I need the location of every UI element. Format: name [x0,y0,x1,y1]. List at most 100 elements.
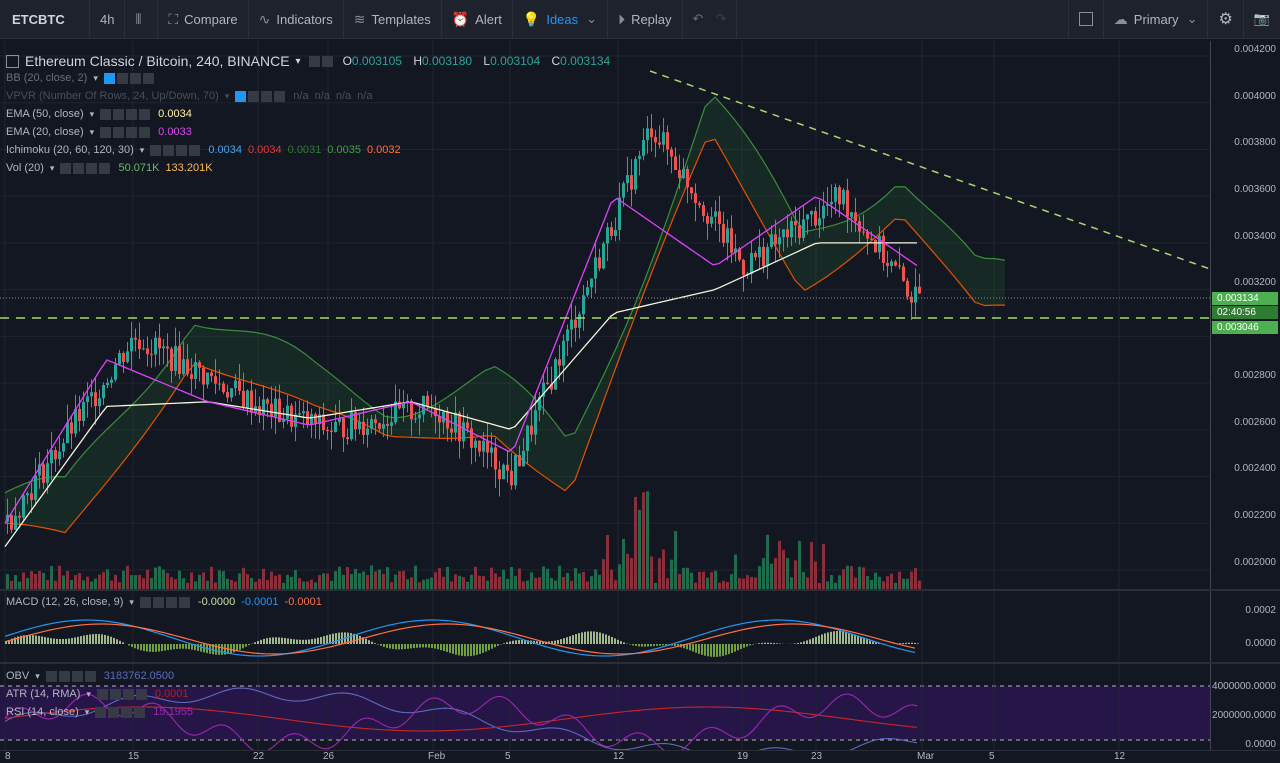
chevron-down-icon[interactable]: ▾ [139,144,145,155]
add-icon[interactable] [126,108,138,120]
legend-ema20[interactable]: EMA (20, close) ▾ 0.0033 [6,126,192,138]
chevron-down-icon[interactable]: ▾ [49,162,55,173]
chevron-down-icon[interactable]: ▾ [93,72,98,83]
eye-icon[interactable] [45,670,57,682]
undo-button[interactable]: ↶ ↷ [683,0,738,39]
indicator-name[interactable]: Vol (20) [6,162,44,174]
symbol-search[interactable]: ETCBTC [0,0,90,39]
macd-panel[interactable]: MACD (12, 26, close, 9) ▾ -0.0000 -0.000… [0,591,1280,662]
settings-icon[interactable] [116,72,128,84]
layout-button[interactable]: ☁ Primary ⌄ [1104,0,1209,39]
replay-button[interactable]: ⏵ Replay [608,0,683,39]
close-icon[interactable] [84,670,96,682]
settings-icon[interactable] [321,55,333,67]
eye-icon[interactable] [100,108,112,120]
add-icon[interactable] [71,670,83,682]
legend-macd[interactable]: MACD (12, 26, close, 9) ▾ -0.0000 -0.000… [6,596,322,608]
close-icon[interactable] [274,90,286,102]
oscillator-canvas[interactable] [0,664,1210,750]
add-icon[interactable] [129,72,141,84]
indicator-name[interactable]: VPVR (Number Of Rows, 24, Up/Down, 70) [6,90,219,102]
eye-icon[interactable] [60,162,72,174]
add-icon[interactable] [261,90,273,102]
add-icon[interactable] [122,688,134,700]
templates-button[interactable]: ≋ Templates [344,0,442,39]
eye-icon[interactable] [100,126,112,138]
oscillator-axis[interactable]: 4000000.0000 2000000.0000 0.0000 [1210,664,1280,750]
macd-canvas[interactable] [0,591,1210,662]
legend-ichimoku[interactable]: Ichimoku (20, 60, 120, 30) ▾ 0.0034 0.00… [6,144,401,156]
indicator-name[interactable]: Ichimoku (20, 60, 120, 30) [6,144,134,156]
snapshot-button[interactable]: 📷 [1244,0,1280,39]
close-icon[interactable] [99,162,111,174]
legend-bb[interactable]: BB (20, close, 2) ▾ [6,72,156,84]
add-icon[interactable] [86,162,98,174]
add-icon[interactable] [176,144,188,156]
eye-icon[interactable] [150,144,162,156]
indicator-name[interactable]: MACD (12, 26, close, 9) [6,596,124,608]
indicator-name[interactable]: EMA (50, close) [6,108,84,120]
indicator-name[interactable]: BB (20, close, 2) [6,72,88,84]
close-icon[interactable] [139,126,151,138]
legend-ema50[interactable]: EMA (50, close) ▾ 0.0034 [6,108,192,120]
indicators-button[interactable]: ∿ Indicators [249,0,344,39]
settings-icon[interactable] [113,108,125,120]
chevron-down-icon[interactable]: ▾ [89,126,95,137]
close-icon[interactable] [178,596,190,608]
chevron-down-icon[interactable]: ▾ [35,670,40,681]
close-icon[interactable] [142,72,154,84]
indicator-name[interactable]: OBV [6,670,30,682]
legend-volume[interactable]: Vol (20) ▾ 50.071K 133.201K [6,162,213,174]
oscillator-panel[interactable]: OBV ▾ 3183762.0500 ATR (14, RMA) ▾ 0.000… [0,664,1280,750]
settings-icon[interactable] [152,596,164,608]
settings-icon[interactable] [108,706,120,718]
interval-button[interactable]: 4h [90,0,126,39]
panel-divider[interactable] [0,662,1280,664]
price-chart-panel[interactable]: Ethereum Classic / Bitcoin, 240, BINANCE… [0,41,1280,589]
close-icon[interactable] [134,706,146,718]
alert-button[interactable]: ⏰ Alert [442,0,513,39]
close-icon[interactable] [135,688,147,700]
fullscreen-button[interactable] [1067,0,1104,39]
eye-icon[interactable] [235,90,247,102]
settings-icon[interactable] [163,144,175,156]
chevron-down-icon[interactable]: ▾ [224,90,230,101]
settings-icon[interactable] [73,162,85,174]
chevron-down-icon[interactable]: ▾ [86,688,91,699]
add-icon[interactable] [126,126,138,138]
legend-obv[interactable]: OBV ▾ 3183762.0500 [6,670,174,682]
chart-title[interactable]: Ethereum Classic / Bitcoin, 240, BINANCE [25,53,290,69]
settings-icon[interactable] [109,688,121,700]
eye-icon[interactable] [95,706,107,718]
eye-icon[interactable] [139,596,151,608]
indicator-name[interactable]: EMA (20, close) [6,126,84,138]
legend-atr[interactable]: ATR (14, RMA) ▾ 0.0001 [6,688,189,700]
settings-icon[interactable] [113,126,125,138]
panel-divider[interactable] [0,589,1280,591]
settings-button[interactable]: ⚙ [1208,0,1244,39]
close-icon[interactable] [139,108,151,120]
add-icon[interactable] [121,706,133,718]
collapse-icon[interactable] [6,54,19,68]
settings-icon[interactable] [58,670,70,682]
eye-icon[interactable] [103,72,115,84]
ideas-button[interactable]: 💡 Ideas ⌄ [513,0,609,39]
macd-axis[interactable]: 0.0002 0.0000 [1210,591,1280,662]
eye-icon[interactable] [308,55,320,67]
compare-button[interactable]: ⛶ Compare [158,0,249,39]
indicator-name[interactable]: ATR (14, RMA) [6,688,81,700]
chart-style-button[interactable]: ⫴ [125,0,159,39]
chevron-down-icon[interactable]: ▾ [129,596,134,607]
price-chart-canvas[interactable] [0,41,1210,589]
add-icon[interactable] [165,596,177,608]
legend-vpvr[interactable]: VPVR (Number Of Rows, 24, Up/Down, 70) ▾… [6,90,372,102]
indicator-name[interactable]: RSI (14, close) [6,706,79,718]
chevron-down-icon[interactable]: ▾ [84,706,90,717]
price-axis[interactable]: 0.004200 0.004000 0.003800 0.003600 0.00… [1210,41,1280,589]
legend-rsi[interactable]: RSI (14, close) ▾ 15.1955 [6,706,193,718]
eye-icon[interactable] [96,688,108,700]
chevron-down-icon[interactable]: ▾ [295,55,301,67]
chevron-down-icon[interactable]: ▾ [89,108,95,119]
time-axis[interactable]: 8 15 22 26 Feb 5 12 19 23 Mar 5 12 [0,750,1280,763]
settings-icon[interactable] [248,90,260,102]
